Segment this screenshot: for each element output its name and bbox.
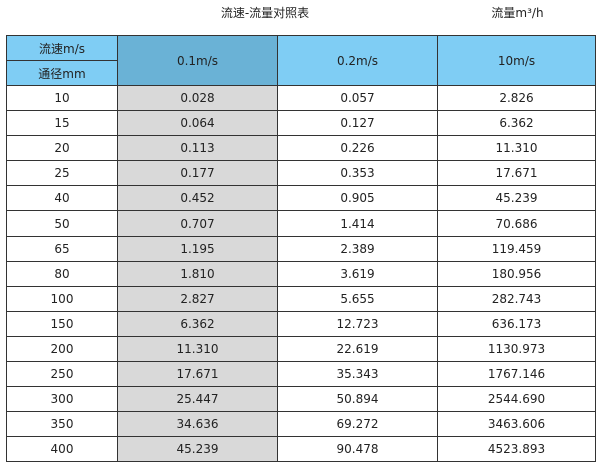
flow-cell: 3.619: [277, 260, 438, 287]
corner-velocity-label: 流速m/s: [6, 35, 118, 61]
flow-cell: 180.956: [437, 260, 596, 287]
flow-cell: 17.671: [117, 361, 278, 388]
diameter-cell: 50: [6, 210, 118, 237]
column-header: 10m/s: [437, 35, 596, 86]
flow-cell: 5.655: [277, 285, 438, 312]
diameter-cell: 300: [6, 386, 118, 413]
column-header: 0.1m/s: [117, 35, 278, 86]
diameter-cell: 15: [6, 110, 118, 137]
flow-cell: 0.226: [277, 135, 438, 162]
flow-cell: 636.173: [437, 310, 596, 337]
flow-cell: 4523.893: [437, 436, 596, 463]
unit-label: 流量m³/h: [491, 6, 544, 20]
table-row: 40 0.452 0.905 45.239: [6, 185, 596, 212]
flow-cell: 45.239: [437, 185, 596, 212]
flow-cell: 2544.690: [437, 386, 596, 413]
flow-cell: 0.452: [117, 185, 278, 212]
table-row: 10 0.028 0.057 2.826: [6, 84, 596, 112]
diameter-cell: 40: [6, 185, 118, 212]
table-row: 50 0.707 1.414 70.686: [6, 210, 596, 237]
flow-cell: 70.686: [437, 210, 596, 237]
flow-cell: 11.310: [117, 335, 278, 363]
table-row: 15 0.064 0.127 6.362: [6, 110, 596, 137]
flow-cell: 3463.606: [437, 411, 596, 438]
diameter-cell: 10: [6, 84, 118, 112]
table-row: 25 0.177 0.353 17.671: [6, 160, 596, 187]
flow-cell: 1767.146: [437, 361, 596, 388]
flow-cell: 34.636: [117, 411, 278, 438]
flow-cell: 6.362: [117, 310, 278, 337]
diameter-cell: 350: [6, 411, 118, 438]
flow-cell: 35.343: [277, 361, 438, 388]
table-row: 200 11.310 22.619 1130.973: [6, 335, 596, 363]
diameter-cell: 80: [6, 260, 118, 287]
flow-cell: 17.671: [437, 160, 596, 187]
flow-cell: 2.826: [437, 84, 596, 112]
diameter-cell: 150: [6, 310, 118, 337]
flow-cell: 2.389: [277, 235, 438, 262]
table-row: 65 1.195 2.389 119.459: [6, 235, 596, 262]
diameter-cell: 200: [6, 335, 118, 363]
diameter-cell: 250: [6, 361, 118, 388]
diameter-cell: 100: [6, 285, 118, 312]
flow-cell: 6.362: [437, 110, 596, 137]
table-row: 400 45.239 90.478 4523.893: [6, 436, 596, 463]
flow-cell: 12.723: [277, 310, 438, 337]
flow-cell: 50.894: [277, 386, 438, 413]
diameter-cell: 25: [6, 160, 118, 187]
flow-cell: 1.810: [117, 260, 278, 287]
flow-cell: 282.743: [437, 285, 596, 312]
diameter-cell: 400: [6, 436, 118, 463]
flow-cell: 0.057: [277, 84, 438, 112]
flow-cell: 0.905: [277, 185, 438, 212]
flow-cell: 1130.973: [437, 335, 596, 363]
table-row: 300 25.447 50.894 2544.690: [6, 386, 596, 413]
flow-cell: 0.028: [117, 84, 278, 112]
flow-cell: 0.064: [117, 110, 278, 137]
corner-diameter-label: 通径mm: [6, 60, 118, 86]
table-row: 100 2.827 5.655 282.743: [6, 285, 596, 312]
flow-cell: 0.127: [277, 110, 438, 137]
diameter-cell: 20: [6, 135, 118, 162]
flow-cell: 1.414: [277, 210, 438, 237]
flow-cell: 119.459: [437, 235, 596, 262]
flow-cell: 0.177: [117, 160, 278, 187]
flow-cell: 0.113: [117, 135, 278, 162]
flow-cell: 0.707: [117, 210, 278, 237]
table-row: 250 17.671 35.343 1767.146: [6, 361, 596, 388]
flow-cell: 22.619: [277, 335, 438, 363]
flow-table: 流速m/s 0.1m/s 0.2m/s 10m/s 通径mm 10 0.028 0.…: [6, 35, 596, 463]
column-header: 0.2m/s: [277, 35, 438, 86]
flow-cell: 11.310: [437, 135, 596, 162]
flow-cell: 45.239: [117, 436, 278, 463]
diameter-cell: 65: [6, 235, 118, 262]
flow-cell: 0.353: [277, 160, 438, 187]
table-title: 流速-流量对照表: [220, 6, 310, 20]
flow-cell: 1.195: [117, 235, 278, 262]
table-row: 20 0.113 0.226 11.310: [6, 135, 596, 162]
flow-cell: 90.478: [277, 436, 438, 463]
flow-cell: 69.272: [277, 411, 438, 438]
table-row: 150 6.362 12.723 636.173: [6, 310, 596, 337]
flow-cell: 2.827: [117, 285, 278, 312]
flow-cell: 25.447: [117, 386, 278, 413]
table-row: 80 1.810 3.619 180.956: [6, 260, 596, 287]
table-row: 350 34.636 69.272 3463.606: [6, 411, 596, 438]
